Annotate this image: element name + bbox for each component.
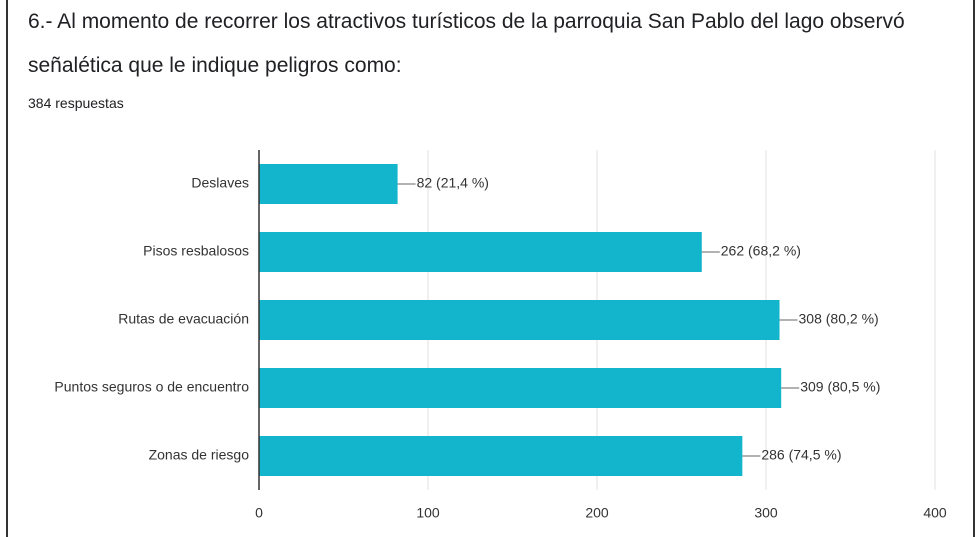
bar	[259, 300, 780, 340]
chart-subtitle: 384 respuestas	[28, 95, 124, 111]
x-tick-label: 0	[255, 505, 263, 521]
data-label: 262 (68,2 %)	[721, 243, 801, 259]
data-label: 309 (80,5 %)	[800, 379, 880, 395]
y-tick-label: Deslaves	[191, 175, 249, 191]
x-tick-label: 200	[585, 505, 609, 521]
bar	[259, 164, 398, 204]
chart-title: 6.- Al momento de recorrer los atractivo…	[28, 10, 905, 33]
y-tick-label: Pisos resbalosos	[143, 243, 249, 259]
bar	[259, 436, 743, 476]
x-tick-label: 300	[754, 505, 778, 521]
data-label: 308 (80,2 %)	[799, 311, 879, 327]
bar	[259, 232, 702, 272]
data-label: 286 (74,5 %)	[761, 447, 841, 463]
data-label: 82 (21,4 %)	[417, 175, 489, 191]
x-tick-label: 100	[416, 505, 440, 521]
y-tick-label: Zonas de riesgo	[149, 447, 250, 463]
bar	[259, 368, 782, 408]
chart-title: señalética que le indique peligros como:	[28, 54, 402, 77]
y-tick-label: Puntos seguros o de encuentro	[54, 379, 249, 395]
x-tick-label: 400	[923, 505, 947, 521]
y-tick-label: Rutas de evacuación	[118, 311, 249, 327]
